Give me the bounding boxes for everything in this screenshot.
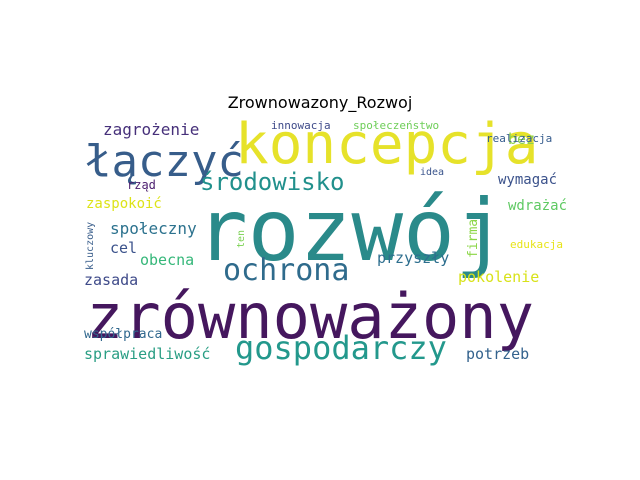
word-12: idea [420, 167, 444, 178]
word-28: sprawiedliwość [84, 345, 210, 363]
word-13: wymagać [498, 172, 557, 188]
word-10: bez [508, 130, 535, 148]
word-6: środowisko [200, 168, 345, 196]
word-27: współpraca [84, 327, 162, 342]
word-20: zasada [84, 271, 138, 289]
word-5: ochrona [223, 253, 349, 288]
word-23: firma [466, 219, 481, 258]
word-4: gospodarczy [235, 329, 447, 367]
word-15: rząd [127, 178, 156, 192]
word-0: rozwój [196, 181, 507, 281]
word-19: obecna [140, 251, 194, 269]
word-14: wdrażać [508, 198, 567, 214]
word-7: zagrożenie [103, 120, 199, 139]
word-29: potrzeb [466, 345, 529, 363]
chart-title: Zrownowazony_Rozwoj [227, 93, 413, 112]
word-9: społeczeństwo [353, 119, 439, 132]
word-24: edukacja [510, 238, 563, 251]
word-18: cel [110, 239, 137, 257]
word-11: realizacja [486, 132, 552, 145]
word-25: przyszły [377, 249, 449, 267]
word-8: innowacja [271, 119, 331, 132]
word-26: pokolenie [458, 268, 539, 286]
word-2: koncepcja [235, 112, 538, 177]
word-21: kluczowy [85, 222, 96, 270]
word-3: łączyć [85, 136, 244, 187]
word-1: zrównoważony [86, 280, 534, 353]
word-16: zaspokoić [86, 196, 162, 212]
word-22: ten [236, 230, 247, 248]
word-17: społeczny [110, 219, 197, 238]
